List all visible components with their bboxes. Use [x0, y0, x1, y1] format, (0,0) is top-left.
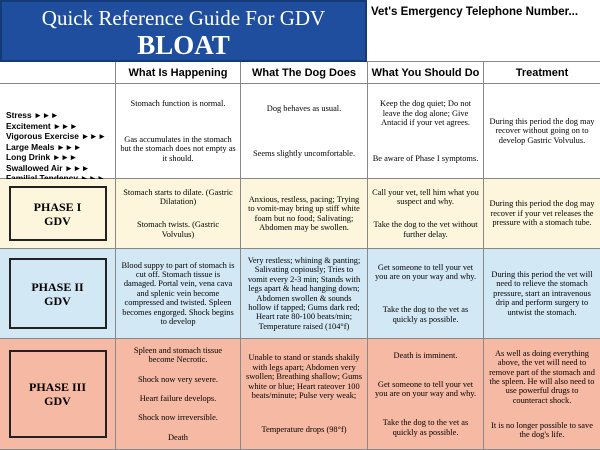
cell-text: Gas accumulates in the stomach but the s…	[120, 134, 236, 163]
phase-label: PHASE III	[28, 380, 87, 394]
cell-text: Dog behaves as usual.	[266, 103, 342, 113]
cell-text: Get someone to tell your vet you are on …	[374, 262, 477, 282]
table-cell: As well as doing everything above, the v…	[483, 339, 600, 450]
risk-factor: Swallowed Air ►►►	[6, 162, 90, 173]
column-header: What Is Happening	[115, 62, 240, 84]
cell-text: Take the dog to the vet without further …	[373, 220, 478, 239]
phone-label: Vet's Emergency Telephone Number...	[367, 0, 600, 62]
column-header: What You Should Do	[367, 62, 483, 84]
risk-factor: Vigorous Exercise ►►►	[6, 131, 107, 141]
column-header: What The Dog Does	[240, 62, 367, 84]
cell-text: Death	[168, 432, 188, 442]
table-cell: Very restless; whining & panting; Saliva…	[240, 249, 367, 339]
cell-text: It is no longer possible to save the dog…	[491, 420, 593, 439]
phase-label: GDV	[44, 394, 71, 408]
risk-factor: Large Meals ►►►	[6, 141, 82, 152]
cell-text: Death is imminent.	[393, 350, 458, 360]
table-cell: Unable to stand or stands shakily with l…	[240, 339, 367, 450]
phase-label: GDV	[44, 213, 71, 228]
title: Quick Reference Guide For GDV	[41, 6, 326, 30]
cell-text: Very restless; whining & panting; Saliva…	[247, 255, 361, 331]
phase-label: PHASE II	[31, 279, 84, 294]
cell-text: Temperature drops (98°f)	[261, 425, 347, 435]
table-cell: Call your vet, tell him what you suspect…	[367, 179, 483, 249]
risk-factor: Familial Tendency ►►►	[6, 173, 106, 183]
risk-factor: Excitement ►►►	[6, 120, 78, 131]
table-cell: Blood suppy to part of stomach is cut of…	[115, 249, 240, 339]
cell-text: Anxious, restless, pacing; Trying to vom…	[248, 194, 360, 232]
cell-text: Seems slightly uncomfortable.	[252, 148, 356, 158]
subtitle: BLOAT	[137, 30, 230, 60]
table-cell: During this period the vet will need to …	[483, 249, 600, 339]
cell-text: Get someone to tell your vet you are on …	[374, 379, 477, 399]
phase-box: PHASE II GDV	[8, 257, 107, 330]
risk-factor: Stress ►►►	[6, 110, 59, 120]
cell-text: Take the dog to the vet as quickly as po…	[382, 418, 469, 437]
column-header: Treatment	[483, 62, 600, 84]
phase-label: GDV	[44, 293, 71, 308]
table-cell: Spleen and stomach tissue become Necroti…	[115, 339, 240, 450]
phase-cell: PHASE III GDV	[0, 339, 115, 450]
cell-text: Take the dog to the vet as quickly as po…	[382, 305, 469, 324]
table-cell: Anxious, restless, pacing; Trying to vom…	[240, 179, 367, 249]
cell-text: Stomach starts to dilate. (Gastric Dilat…	[123, 187, 233, 207]
table-cell: Keep the dog quiet; Do not leave the dog…	[367, 84, 483, 179]
risk-factors: Stress ►►► Excitement ►►► Vigorous Exercis…	[0, 84, 115, 183]
phase-box: PHASE III GDV	[8, 350, 107, 438]
phase-cell: PHASE II GDV	[0, 249, 115, 339]
phase-cell: PHASE I GDV	[0, 179, 115, 249]
cell-text: Blood suppy to part of stomach is cut of…	[121, 260, 235, 327]
table-cell: Get someone to tell your vet you are on …	[367, 249, 483, 339]
cell-text: Heart failure develops.	[139, 393, 217, 403]
table-cell: Dog behaves as usual. Seems slightly unco…	[240, 84, 367, 179]
cell-text: Shock now very severe.	[137, 374, 218, 384]
cell-text: As well as doing everything above, the v…	[489, 348, 595, 405]
phase-label: PHASE I	[33, 199, 82, 214]
corner	[0, 62, 115, 84]
risk-factor: Long Drink ►►►	[6, 152, 78, 162]
cell-text: Be aware of Phase I symptoms.	[372, 153, 479, 163]
title-box: Quick Reference Guide For GDV BLOAT	[0, 0, 367, 62]
table-cell: Stomach starts to dilate. (Gastric Dilat…	[115, 179, 240, 249]
cell-text: During this period the dog may recover i…	[489, 199, 595, 228]
cell-text: Unable to stand or stands shakily with l…	[245, 353, 363, 401]
cell-text: Call your vet, tell him what you suspect…	[372, 187, 479, 207]
table-cell: Death is imminent. Get someone to tell yo…	[367, 339, 483, 450]
cell-text: Keep the dog quiet; Do not leave the dog…	[380, 99, 471, 127]
table-cell: During this period the dog may recover w…	[483, 84, 600, 179]
cell-text: During this period the dog may recover w…	[489, 116, 595, 145]
cell-text: Spleen and stomach tissue become Necroti…	[133, 345, 223, 365]
phase-box: PHASE I GDV	[8, 185, 107, 242]
cell-text: Stomach twists. (Gastric Volvulus)	[136, 220, 220, 239]
table-cell: During this period the dog may recover i…	[483, 179, 600, 249]
cell-text: During this period the vet will need to …	[491, 269, 593, 317]
cell-text: Stomach function is normal.	[130, 99, 226, 109]
table-cell: Stomach function is normal. Gas accumulat…	[115, 84, 240, 179]
cell-text: Shock now irreversible.	[138, 413, 218, 423]
